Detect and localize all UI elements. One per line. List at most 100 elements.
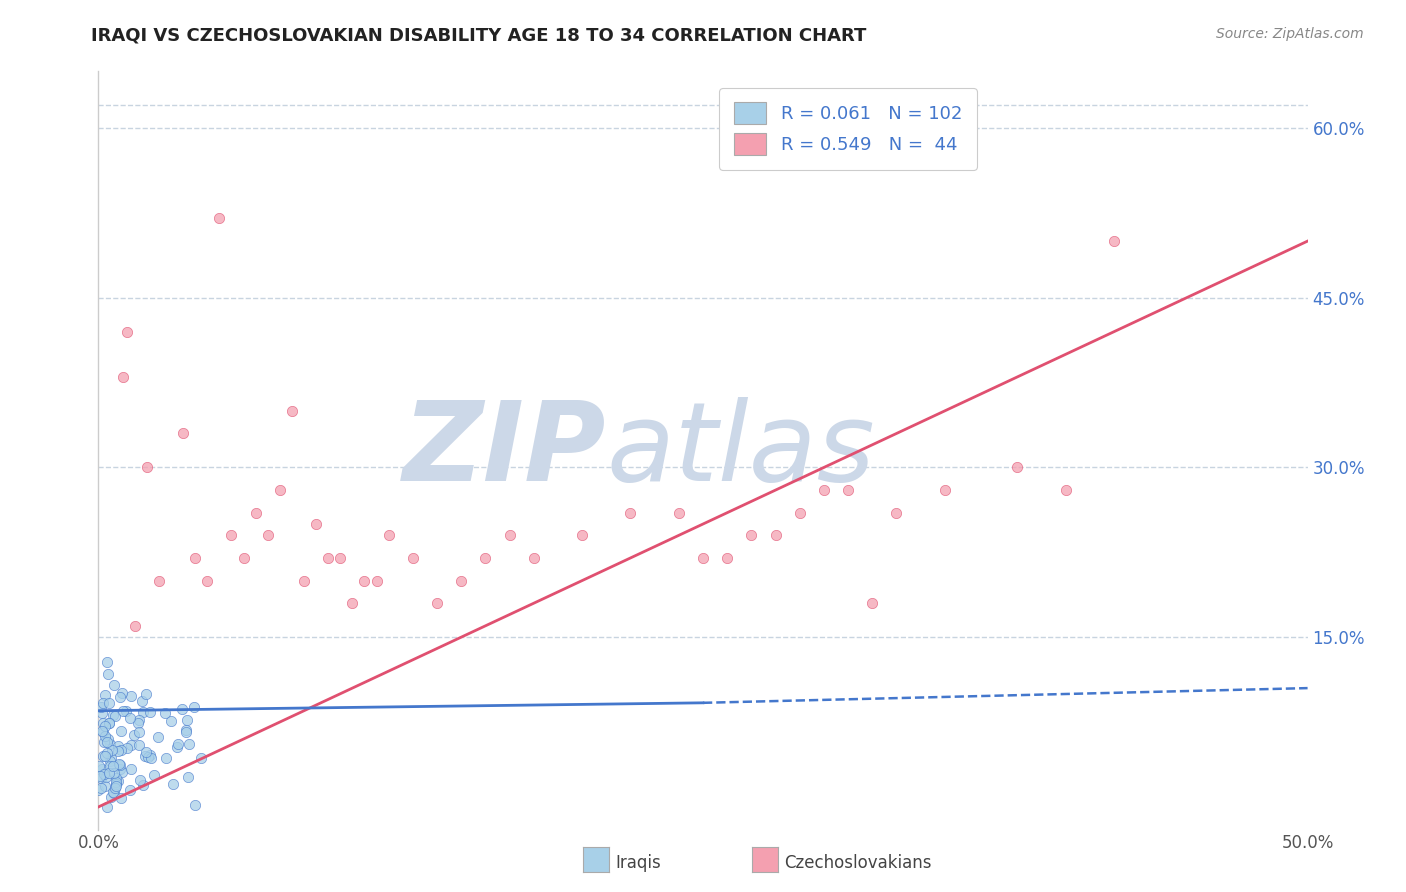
Point <box>174 723 197 738</box>
Point <box>103 766 125 780</box>
Point <box>105 779 128 793</box>
Point <box>366 574 388 588</box>
Point <box>90 771 112 785</box>
Point <box>837 483 859 497</box>
Point <box>103 786 125 800</box>
Point <box>131 693 153 707</box>
Point <box>329 551 352 566</box>
Point <box>91 725 114 739</box>
Point <box>353 574 375 588</box>
Point <box>474 551 496 566</box>
Point <box>1102 234 1125 248</box>
Point <box>934 483 956 497</box>
Point <box>98 759 121 773</box>
Point <box>91 706 114 720</box>
Legend: R = 0.061   N = 102, R = 0.549   N =  44: R = 0.061 N = 102, R = 0.549 N = 44 <box>720 88 977 170</box>
Point <box>195 574 218 588</box>
Point <box>128 738 150 752</box>
Point <box>316 551 339 566</box>
Point <box>107 773 129 788</box>
Point <box>103 678 125 692</box>
Point <box>523 551 546 566</box>
Point <box>789 506 811 520</box>
Point <box>91 749 114 764</box>
Point <box>132 705 155 719</box>
Point <box>110 743 132 757</box>
Point <box>97 716 120 731</box>
Point <box>174 724 197 739</box>
Point <box>97 666 120 681</box>
Point <box>111 370 134 384</box>
Point <box>120 782 142 797</box>
Point <box>96 655 118 669</box>
Point <box>132 779 155 793</box>
Point <box>110 762 132 776</box>
Point <box>167 737 190 751</box>
Point <box>122 728 145 742</box>
Point <box>148 574 170 588</box>
Point <box>136 750 159 764</box>
Point <box>93 734 115 748</box>
Point <box>98 716 121 731</box>
Point <box>107 739 129 753</box>
Point <box>176 713 198 727</box>
Text: Iraqis: Iraqis <box>616 855 662 872</box>
Point <box>89 769 111 783</box>
Point <box>120 710 142 724</box>
Point <box>571 528 593 542</box>
Point <box>177 737 200 751</box>
Point <box>104 774 127 789</box>
Point <box>101 742 124 756</box>
Point <box>94 719 117 733</box>
Point <box>619 506 641 520</box>
Point <box>96 800 118 814</box>
Point <box>172 426 194 441</box>
Point <box>91 696 114 710</box>
Point <box>426 596 449 610</box>
Point <box>90 762 112 776</box>
Point <box>135 460 157 475</box>
Point <box>87 782 110 797</box>
Point <box>104 777 127 791</box>
Point <box>141 751 163 765</box>
Point <box>765 528 787 542</box>
Point <box>135 687 157 701</box>
Point <box>90 724 112 739</box>
Point <box>94 770 117 784</box>
Point <box>100 750 122 764</box>
Point <box>886 506 908 520</box>
Text: Source: ZipAtlas.com: Source: ZipAtlas.com <box>1216 27 1364 41</box>
Point <box>110 686 132 700</box>
Point <box>292 574 315 588</box>
Point <box>103 707 125 722</box>
Point <box>104 780 127 795</box>
Point <box>117 325 139 339</box>
Point <box>110 791 132 805</box>
Point <box>101 759 124 773</box>
Point <box>269 483 291 497</box>
Point <box>256 528 278 542</box>
Point <box>450 574 472 588</box>
Point <box>245 506 267 520</box>
Point <box>160 714 183 728</box>
Point <box>668 506 690 520</box>
Point <box>139 747 162 762</box>
Text: ZIP: ZIP <box>402 397 606 504</box>
Point <box>107 744 129 758</box>
Point <box>162 777 184 791</box>
Point <box>96 735 118 749</box>
Point <box>221 528 243 542</box>
Point <box>100 790 122 805</box>
Point <box>190 751 212 765</box>
Point <box>143 768 166 782</box>
Point <box>120 689 142 703</box>
Point <box>377 528 399 542</box>
Point <box>93 767 115 781</box>
Text: IRAQI VS CZECHOSLOVAKIAN DISABILITY AGE 18 TO 34 CORRELATION CHART: IRAQI VS CZECHOSLOVAKIAN DISABILITY AGE … <box>91 27 866 45</box>
Point <box>208 211 231 226</box>
Point <box>98 737 121 751</box>
Point <box>93 715 115 730</box>
Point <box>1054 483 1077 497</box>
Point <box>183 699 205 714</box>
Point <box>134 749 156 764</box>
